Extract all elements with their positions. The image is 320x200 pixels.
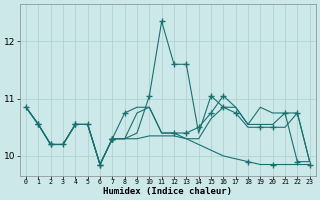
- X-axis label: Humidex (Indice chaleur): Humidex (Indice chaleur): [103, 187, 232, 196]
